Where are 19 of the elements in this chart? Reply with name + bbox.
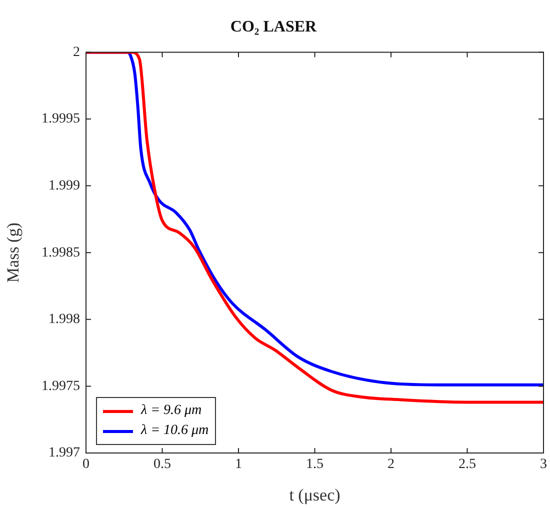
y-tick-label: 1.997 [48, 446, 80, 461]
x-tick-label: 2.5 [458, 457, 476, 472]
y-tick-label: 1.998 [48, 312, 80, 328]
x-tick-label: 1 [235, 457, 242, 472]
legend-label: λ = 10.6 μm [141, 423, 209, 439]
x-tick-label: 1.5 [306, 457, 324, 472]
x-tick-label: 3 [540, 457, 547, 472]
y-tick-label: 1.9985 [42, 245, 80, 260]
x-tick-label: 2 [388, 457, 394, 472]
y-tick-label: 1.999 [48, 178, 80, 194]
y-tick-label: 2 [73, 44, 80, 60]
chart-title: CO₂ LASER [230, 18, 318, 36]
y-axis-title: Mass (g) [4, 222, 23, 283]
x-tick-label: 0 [82, 457, 90, 472]
x-axis-title: t (μsec) [289, 485, 340, 504]
y-tick-label: 1.9995 [42, 112, 80, 127]
x-tick-label: 0.5 [154, 457, 171, 472]
y-tick-label: 1.9975 [42, 378, 80, 394]
legend-label: λ = 9.6 μm [141, 403, 202, 419]
